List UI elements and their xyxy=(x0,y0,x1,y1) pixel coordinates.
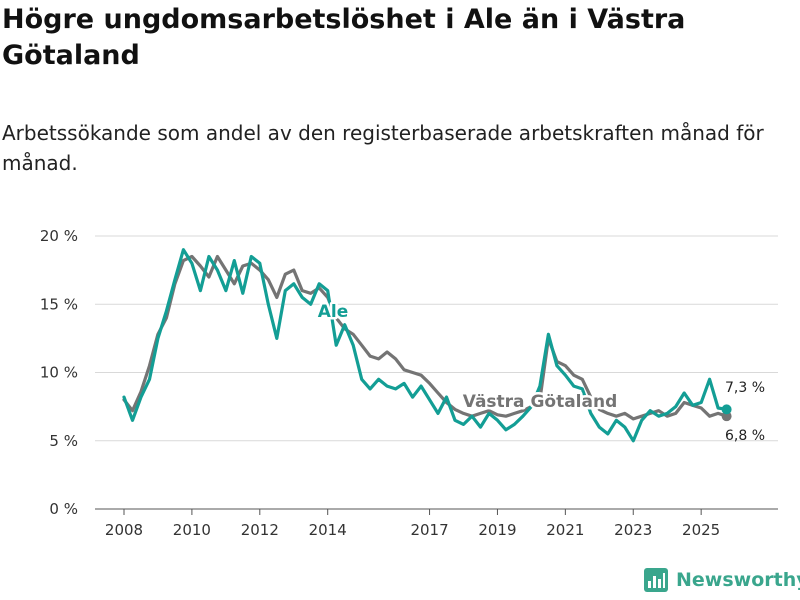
series-line-ale xyxy=(122,248,729,443)
brand-name: Newsworthy xyxy=(676,569,800,591)
series-name-halo: Ale xyxy=(318,302,349,322)
x-tick-label: 2012 xyxy=(241,521,279,539)
series-end-value-label: 6,8 % xyxy=(725,428,765,444)
x-tick-label: 2010 xyxy=(173,521,211,539)
series-line-vastra-gotaland xyxy=(122,254,729,421)
x-tick-label: 2014 xyxy=(309,521,347,539)
x-tick-label: 2008 xyxy=(105,521,143,539)
x-tick-label: 2021 xyxy=(546,521,584,539)
y-tick-label: 20 % xyxy=(40,227,78,245)
chart-title: Högre ungdomsarbetslöshet i Ale än i Väs… xyxy=(2,4,686,71)
chart-subtitle: Arbetssökande som andel av den registerb… xyxy=(2,121,764,175)
y-tick-label: 15 % xyxy=(40,295,78,313)
series-name-halo: Västra Götaland xyxy=(463,392,618,412)
x-tick-label: 2019 xyxy=(478,521,516,539)
y-axis-ticks: 0 % 5 % 10 % 15 % 20 % xyxy=(40,227,78,518)
series-name-label: Västra Götaland xyxy=(463,392,618,412)
y-tick-label: 0 % xyxy=(49,500,78,518)
series-name-label: Ale xyxy=(318,302,349,322)
y-tick-label: 5 % xyxy=(49,432,78,450)
series-end-marker xyxy=(721,404,732,415)
x-tick-label: 2025 xyxy=(682,521,720,539)
series-end-value-label: 7,3 % xyxy=(725,380,765,396)
x-axis-ticks: 2008 2010 2012 2014 2017 2019 2021 2023 2025 xyxy=(105,509,720,539)
x-tick-label: 2023 xyxy=(614,521,652,539)
x-tick-label: 2017 xyxy=(410,521,448,539)
newsworthy-logo: Newsworthy xyxy=(644,568,800,592)
bar-chart-icon xyxy=(644,568,668,592)
y-tick-label: 10 % xyxy=(40,364,78,382)
series-lines xyxy=(122,248,732,443)
y-gridlines xyxy=(95,235,778,510)
